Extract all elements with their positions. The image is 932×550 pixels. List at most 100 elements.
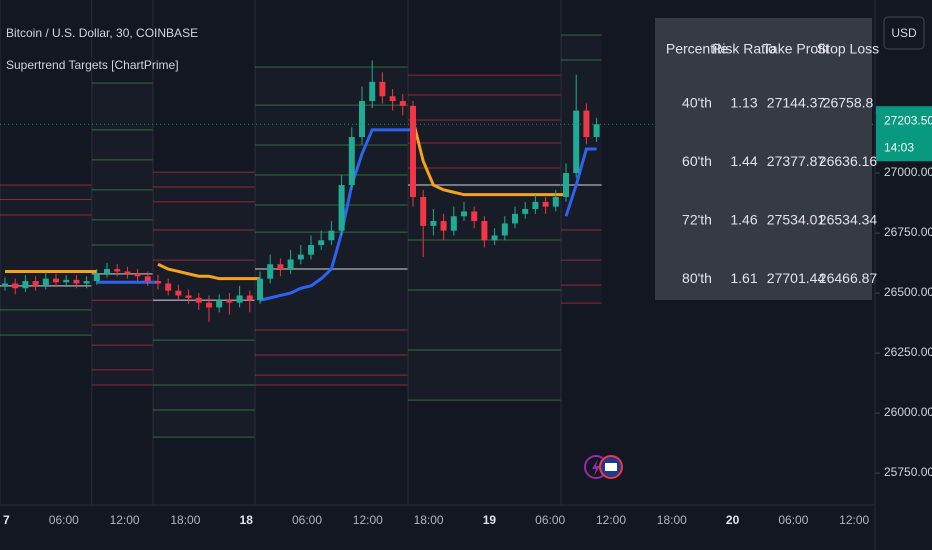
candle-body <box>512 213 518 224</box>
table-cell: 27701.44 <box>767 270 826 286</box>
layer <box>0 60 875 322</box>
layer <box>875 112 880 474</box>
candle-body <box>379 81 386 97</box>
candle-body <box>410 105 416 198</box>
candle-body <box>369 81 376 102</box>
candle-body <box>32 281 39 286</box>
y-tick-label: 25750.00 <box>884 465 932 479</box>
candle-body <box>297 254 304 260</box>
table-header: Percentile <box>666 41 728 57</box>
candle-body <box>257 278 263 301</box>
candle-body <box>53 278 59 283</box>
candle-body <box>124 271 131 274</box>
table-cell: 40'th <box>682 95 712 111</box>
candle-body <box>267 264 274 279</box>
x-tick-label: 18:00 <box>414 513 444 527</box>
candle-body <box>277 264 284 270</box>
candle-body <box>450 216 457 231</box>
candle-body <box>246 295 253 301</box>
table-cell: 27534.01 <box>767 212 826 228</box>
candle-body <box>491 235 498 241</box>
candle-body <box>63 279 70 283</box>
table-cell: 1.61 <box>730 270 757 286</box>
table-cell: 26758.8 <box>823 95 874 111</box>
countdown-label: 14:03 <box>884 140 914 154</box>
candle-body <box>471 211 478 222</box>
candle-body <box>155 281 161 284</box>
target-zone <box>92 83 153 385</box>
y-tick-label: 26250.00 <box>884 345 932 359</box>
y-tick-label: 27000.00 <box>884 165 932 179</box>
x-tick-label: 06:00 <box>535 513 565 527</box>
table-cell: 1.13 <box>730 95 757 111</box>
price-badge <box>876 106 932 162</box>
icons <box>584 455 623 479</box>
currency-label: USD <box>891 26 917 40</box>
table-cell: 27144.37 <box>767 95 826 111</box>
x-tick-label: 12:00 <box>839 513 869 527</box>
x-tick-label: 06:00 <box>49 513 79 527</box>
table-header: Stop Loss <box>817 41 879 57</box>
candle-body <box>563 173 569 198</box>
currency-button[interactable] <box>883 16 925 50</box>
candle-body <box>583 110 590 138</box>
candle-body <box>2 283 8 286</box>
event-icon <box>605 463 617 471</box>
table-cell: 60'th <box>682 153 712 169</box>
x-tick-label: 06:00 <box>778 513 808 527</box>
table-cell: 1.44 <box>730 153 757 169</box>
candle-body <box>420 197 427 226</box>
supertrend-line <box>5 119 566 281</box>
indicator-name: Supertrend Targets [ChartPrime] <box>6 58 179 72</box>
candle-body <box>104 269 110 274</box>
candle-body <box>542 201 549 207</box>
candle-body <box>165 283 172 291</box>
candle-body <box>73 279 80 284</box>
y-tick-label: 26750.00 <box>884 225 932 239</box>
candle-body <box>481 221 488 241</box>
candle-body <box>399 101 406 106</box>
table-cell: 80'th <box>682 270 712 286</box>
candle-body <box>12 283 19 289</box>
candle-body <box>114 269 121 272</box>
candle-body <box>318 240 325 246</box>
candle-body <box>522 209 529 214</box>
candle-body <box>389 96 396 102</box>
table-header: Take Profit <box>763 41 829 57</box>
table-cell: 72'th <box>682 212 712 228</box>
candle-body <box>236 295 243 303</box>
x-tick-label: 12:00 <box>596 513 626 527</box>
candle-body <box>134 273 141 277</box>
candle-body <box>175 290 182 296</box>
candle-body <box>501 223 508 236</box>
candle-body <box>226 300 233 303</box>
x-tick-label: 18:00 <box>170 513 200 527</box>
table-header: Risk Ratio <box>712 41 776 57</box>
candle-body <box>338 185 345 231</box>
candle-body <box>328 230 335 241</box>
y-tick-label: 26500.00 <box>884 285 932 299</box>
event-icon <box>592 459 600 476</box>
candle-body <box>573 110 580 174</box>
table-cell: 1.46 <box>730 212 757 228</box>
candle-body <box>195 297 202 303</box>
candle-body <box>42 278 49 286</box>
x-tick-label: 12:00 <box>110 513 140 527</box>
table-background <box>655 18 872 300</box>
price-label: 27203.50 <box>884 113 932 127</box>
table-cell: 26636.16 <box>819 153 878 169</box>
table-cell: 27377.87 <box>767 153 826 169</box>
x-tick-label: 06:00 <box>292 513 322 527</box>
candle-body <box>461 211 467 217</box>
table-cell: 26466.87 <box>819 270 878 286</box>
candle-body <box>359 101 365 138</box>
chart-title: Bitcoin / U.S. Dollar, 30, COINBASE <box>6 26 198 40</box>
candle-body <box>532 201 539 210</box>
candle-body <box>206 302 212 308</box>
table-cell: 26534.34 <box>819 212 878 228</box>
y-tick-label: 26000.00 <box>884 405 932 419</box>
candle-body <box>593 124 600 138</box>
candle-body <box>552 197 559 207</box>
